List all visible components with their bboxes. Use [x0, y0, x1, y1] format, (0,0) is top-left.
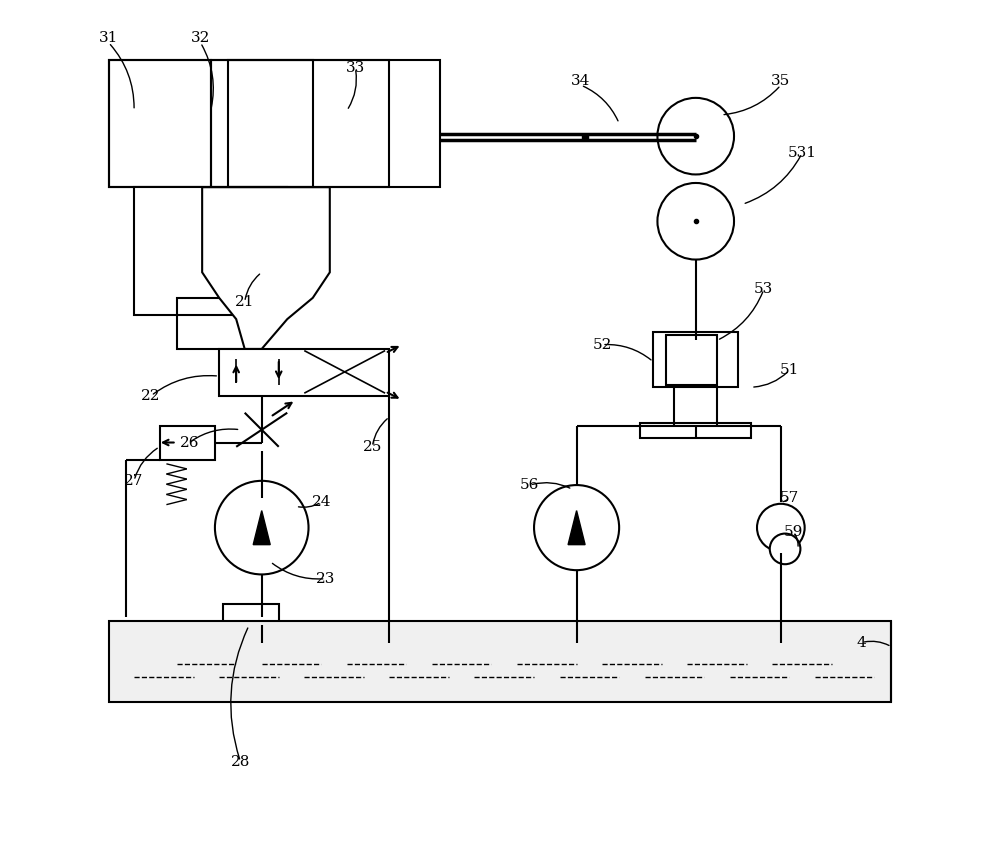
Bar [160, 426, 215, 460]
PathPatch shape [202, 187, 330, 349]
Circle shape [657, 98, 734, 174]
Text: 35: 35 [771, 74, 790, 88]
Text: 27: 27 [124, 474, 144, 488]
Bar [666, 335, 717, 385]
Polygon shape [253, 511, 270, 545]
Circle shape [757, 504, 805, 551]
Bar [134, 187, 287, 315]
Bar [228, 60, 440, 187]
Text: 25: 25 [363, 440, 382, 454]
Text: 33: 33 [346, 61, 365, 75]
Polygon shape [568, 511, 585, 545]
Text: 57: 57 [780, 491, 799, 505]
Text: 53: 53 [754, 283, 773, 296]
Bar [177, 298, 262, 349]
Text: 52: 52 [592, 338, 612, 351]
Bar [109, 621, 891, 702]
Circle shape [534, 485, 619, 570]
Text: 26: 26 [180, 436, 199, 449]
Circle shape [657, 183, 734, 260]
Text: 21: 21 [235, 295, 254, 309]
Text: 22: 22 [141, 389, 161, 403]
Text: 531: 531 [788, 146, 817, 160]
Bar [223, 604, 279, 625]
Bar [640, 423, 751, 438]
Text: 31: 31 [99, 31, 118, 45]
Text: 32: 32 [191, 31, 210, 45]
Text: 34: 34 [571, 74, 591, 88]
Bar [211, 60, 313, 187]
Circle shape [215, 481, 309, 574]
Text: 56: 56 [520, 478, 539, 492]
Text: 24: 24 [312, 495, 331, 509]
Text: 51: 51 [780, 363, 799, 377]
Bar [653, 332, 738, 387]
Text: 23: 23 [316, 572, 335, 585]
Text: 28: 28 [231, 755, 250, 768]
Text: 59: 59 [784, 525, 803, 539]
Bar [109, 60, 211, 187]
Text: 4: 4 [857, 636, 867, 649]
Circle shape [770, 534, 800, 564]
Bar [109, 60, 389, 187]
Bar [219, 349, 389, 396]
